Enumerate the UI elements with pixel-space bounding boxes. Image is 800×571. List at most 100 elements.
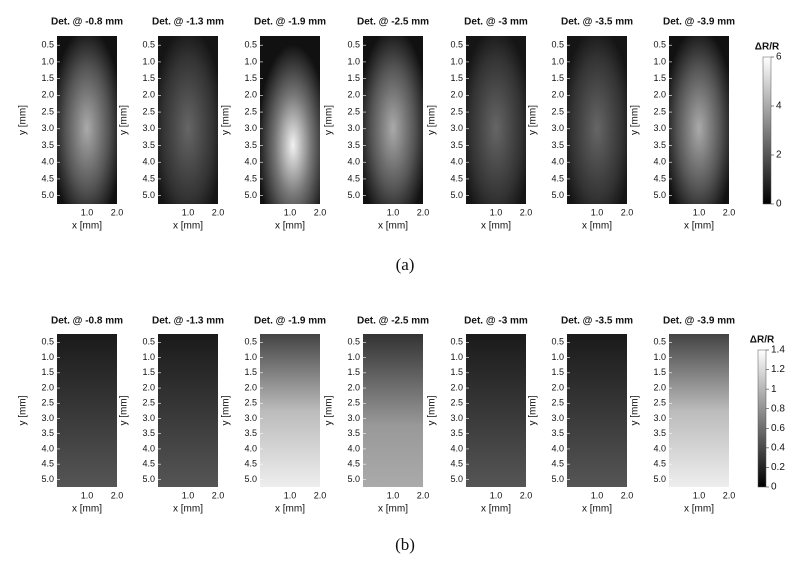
x-tick-label: 1.0: [693, 490, 706, 500]
y-tick-label: 4.5: [653, 459, 666, 469]
y-tick-label: 3.5: [244, 428, 257, 438]
y-tick-label: 4.0: [450, 157, 463, 167]
y-tick-label: 1.5: [41, 73, 54, 83]
y-tick-label: 4.0: [41, 443, 54, 453]
y-axis-label: y [mm]: [427, 395, 438, 425]
heatmap: [158, 36, 218, 204]
y-tick-label: 1.5: [244, 73, 257, 83]
y-tick-label: 5.0: [450, 190, 463, 200]
y-tick-label: 1.0: [41, 352, 54, 362]
colorbar-tick-label: 0.8: [771, 403, 785, 414]
y-tick-label: 3.5: [142, 428, 155, 438]
y-tick-label: 2.0: [41, 382, 54, 392]
x-axis-label: x [mm]: [275, 221, 305, 232]
y-tick-label: 5.0: [551, 190, 564, 200]
y-tick-label: 1.5: [551, 367, 564, 377]
colorbar-tick-label: 1.2: [771, 364, 785, 375]
x-axis-label: x [mm]: [378, 504, 408, 515]
y-tick-label: 3.5: [653, 140, 666, 150]
x-axis-label: x [mm]: [582, 504, 612, 515]
panel-title: Det. @ -1.3 mm: [152, 17, 224, 28]
y-axis-label: y [mm]: [528, 395, 539, 425]
y-tick-label: 5.0: [142, 190, 155, 200]
y-tick-label: 3.0: [347, 413, 360, 423]
x-tick-label: 1.0: [490, 490, 503, 500]
x-tick-label: 1.0: [591, 490, 604, 500]
y-tick-label: 2.5: [551, 106, 564, 116]
y-tick-label: 1.0: [450, 352, 463, 362]
y-tick-label: 1.0: [244, 56, 257, 66]
heatmap: [567, 36, 627, 204]
y-axis-label: y [mm]: [427, 105, 438, 135]
y-tick-label: 3.0: [551, 123, 564, 133]
y-tick-label: 2.0: [347, 90, 360, 100]
x-axis-label: x [mm]: [481, 504, 511, 515]
x-tick-label: 2.0: [520, 490, 533, 500]
x-tick-label: 1.0: [81, 207, 94, 217]
y-tick-label: 1.5: [450, 73, 463, 83]
x-axis-label: x [mm]: [582, 221, 612, 232]
y-tick-label: 4.5: [653, 173, 666, 183]
y-tick-label: 3.5: [347, 428, 360, 438]
y-tick-label: 0.5: [347, 337, 360, 347]
y-tick-label: 1.5: [653, 73, 666, 83]
y-tick-label: 3.0: [653, 123, 666, 133]
y-tick-label: 4.5: [551, 459, 564, 469]
heatmap: [669, 334, 729, 487]
y-axis-label: y [mm]: [18, 105, 29, 135]
panel-title: Det. @ -2.5 mm: [357, 17, 429, 28]
y-tick-label: 3.5: [551, 428, 564, 438]
y-tick-label: 3.0: [450, 413, 463, 423]
y-axis-label: y [mm]: [119, 105, 130, 135]
y-tick-label: 2.5: [142, 398, 155, 408]
panel-title: Det. @ -2.5 mm: [357, 316, 429, 327]
heatmap: [669, 36, 729, 204]
colorbar: [757, 349, 767, 488]
y-tick-label: 2.5: [142, 106, 155, 116]
y-tick-label: 3.5: [347, 140, 360, 150]
y-tick-label: 4.5: [41, 459, 54, 469]
x-tick-label: 1.0: [182, 490, 195, 500]
y-tick-label: 1.5: [347, 73, 360, 83]
y-tick-label: 2.0: [653, 382, 666, 392]
x-tick-label: 2.0: [212, 490, 225, 500]
x-tick-label: 2.0: [520, 207, 533, 217]
y-tick-label: 3.5: [551, 140, 564, 150]
colorbar-tick-label: 2: [776, 150, 782, 161]
x-tick-label: 2.0: [723, 490, 736, 500]
y-tick-label: 1.0: [450, 56, 463, 66]
y-axis-label: y [mm]: [119, 395, 130, 425]
y-tick-label: 2.0: [450, 90, 463, 100]
y-tick-label: 2.5: [244, 398, 257, 408]
y-tick-label: 3.5: [142, 140, 155, 150]
colorbar-tick-label: 4: [776, 101, 782, 112]
x-tick-label: 2.0: [314, 207, 327, 217]
y-tick-label: 1.0: [142, 352, 155, 362]
colorbar-tick-label: 1.4: [771, 345, 785, 356]
panel-title: Det. @ -1.9 mm: [254, 17, 326, 28]
y-tick-label: 3.0: [450, 123, 463, 133]
x-tick-label: 1.0: [182, 207, 195, 217]
y-tick-label: 0.5: [244, 40, 257, 50]
x-tick-label: 2.0: [723, 207, 736, 217]
x-axis-label: x [mm]: [173, 504, 203, 515]
y-tick-label: 3.0: [244, 123, 257, 133]
y-tick-label: 4.0: [244, 157, 257, 167]
y-tick-label: 3.0: [41, 123, 54, 133]
y-tick-label: 1.0: [142, 56, 155, 66]
y-tick-label: 4.5: [347, 459, 360, 469]
y-tick-label: 2.0: [142, 90, 155, 100]
panel-title: Det. @ -3 mm: [464, 17, 528, 28]
panel-title: Det. @ -0.8 mm: [51, 17, 123, 28]
y-tick-label: 2.0: [450, 382, 463, 392]
y-tick-label: 2.5: [244, 106, 257, 116]
y-tick-label: 2.5: [41, 106, 54, 116]
panel-title: Det. @ -3.9 mm: [663, 316, 735, 327]
y-tick-label: 3.5: [450, 140, 463, 150]
heatmap: [57, 334, 117, 487]
x-tick-label: 2.0: [111, 207, 124, 217]
y-tick-label: 1.5: [347, 367, 360, 377]
y-axis-label: y [mm]: [630, 395, 641, 425]
y-tick-label: 2.0: [41, 90, 54, 100]
y-tick-label: 1.0: [551, 56, 564, 66]
